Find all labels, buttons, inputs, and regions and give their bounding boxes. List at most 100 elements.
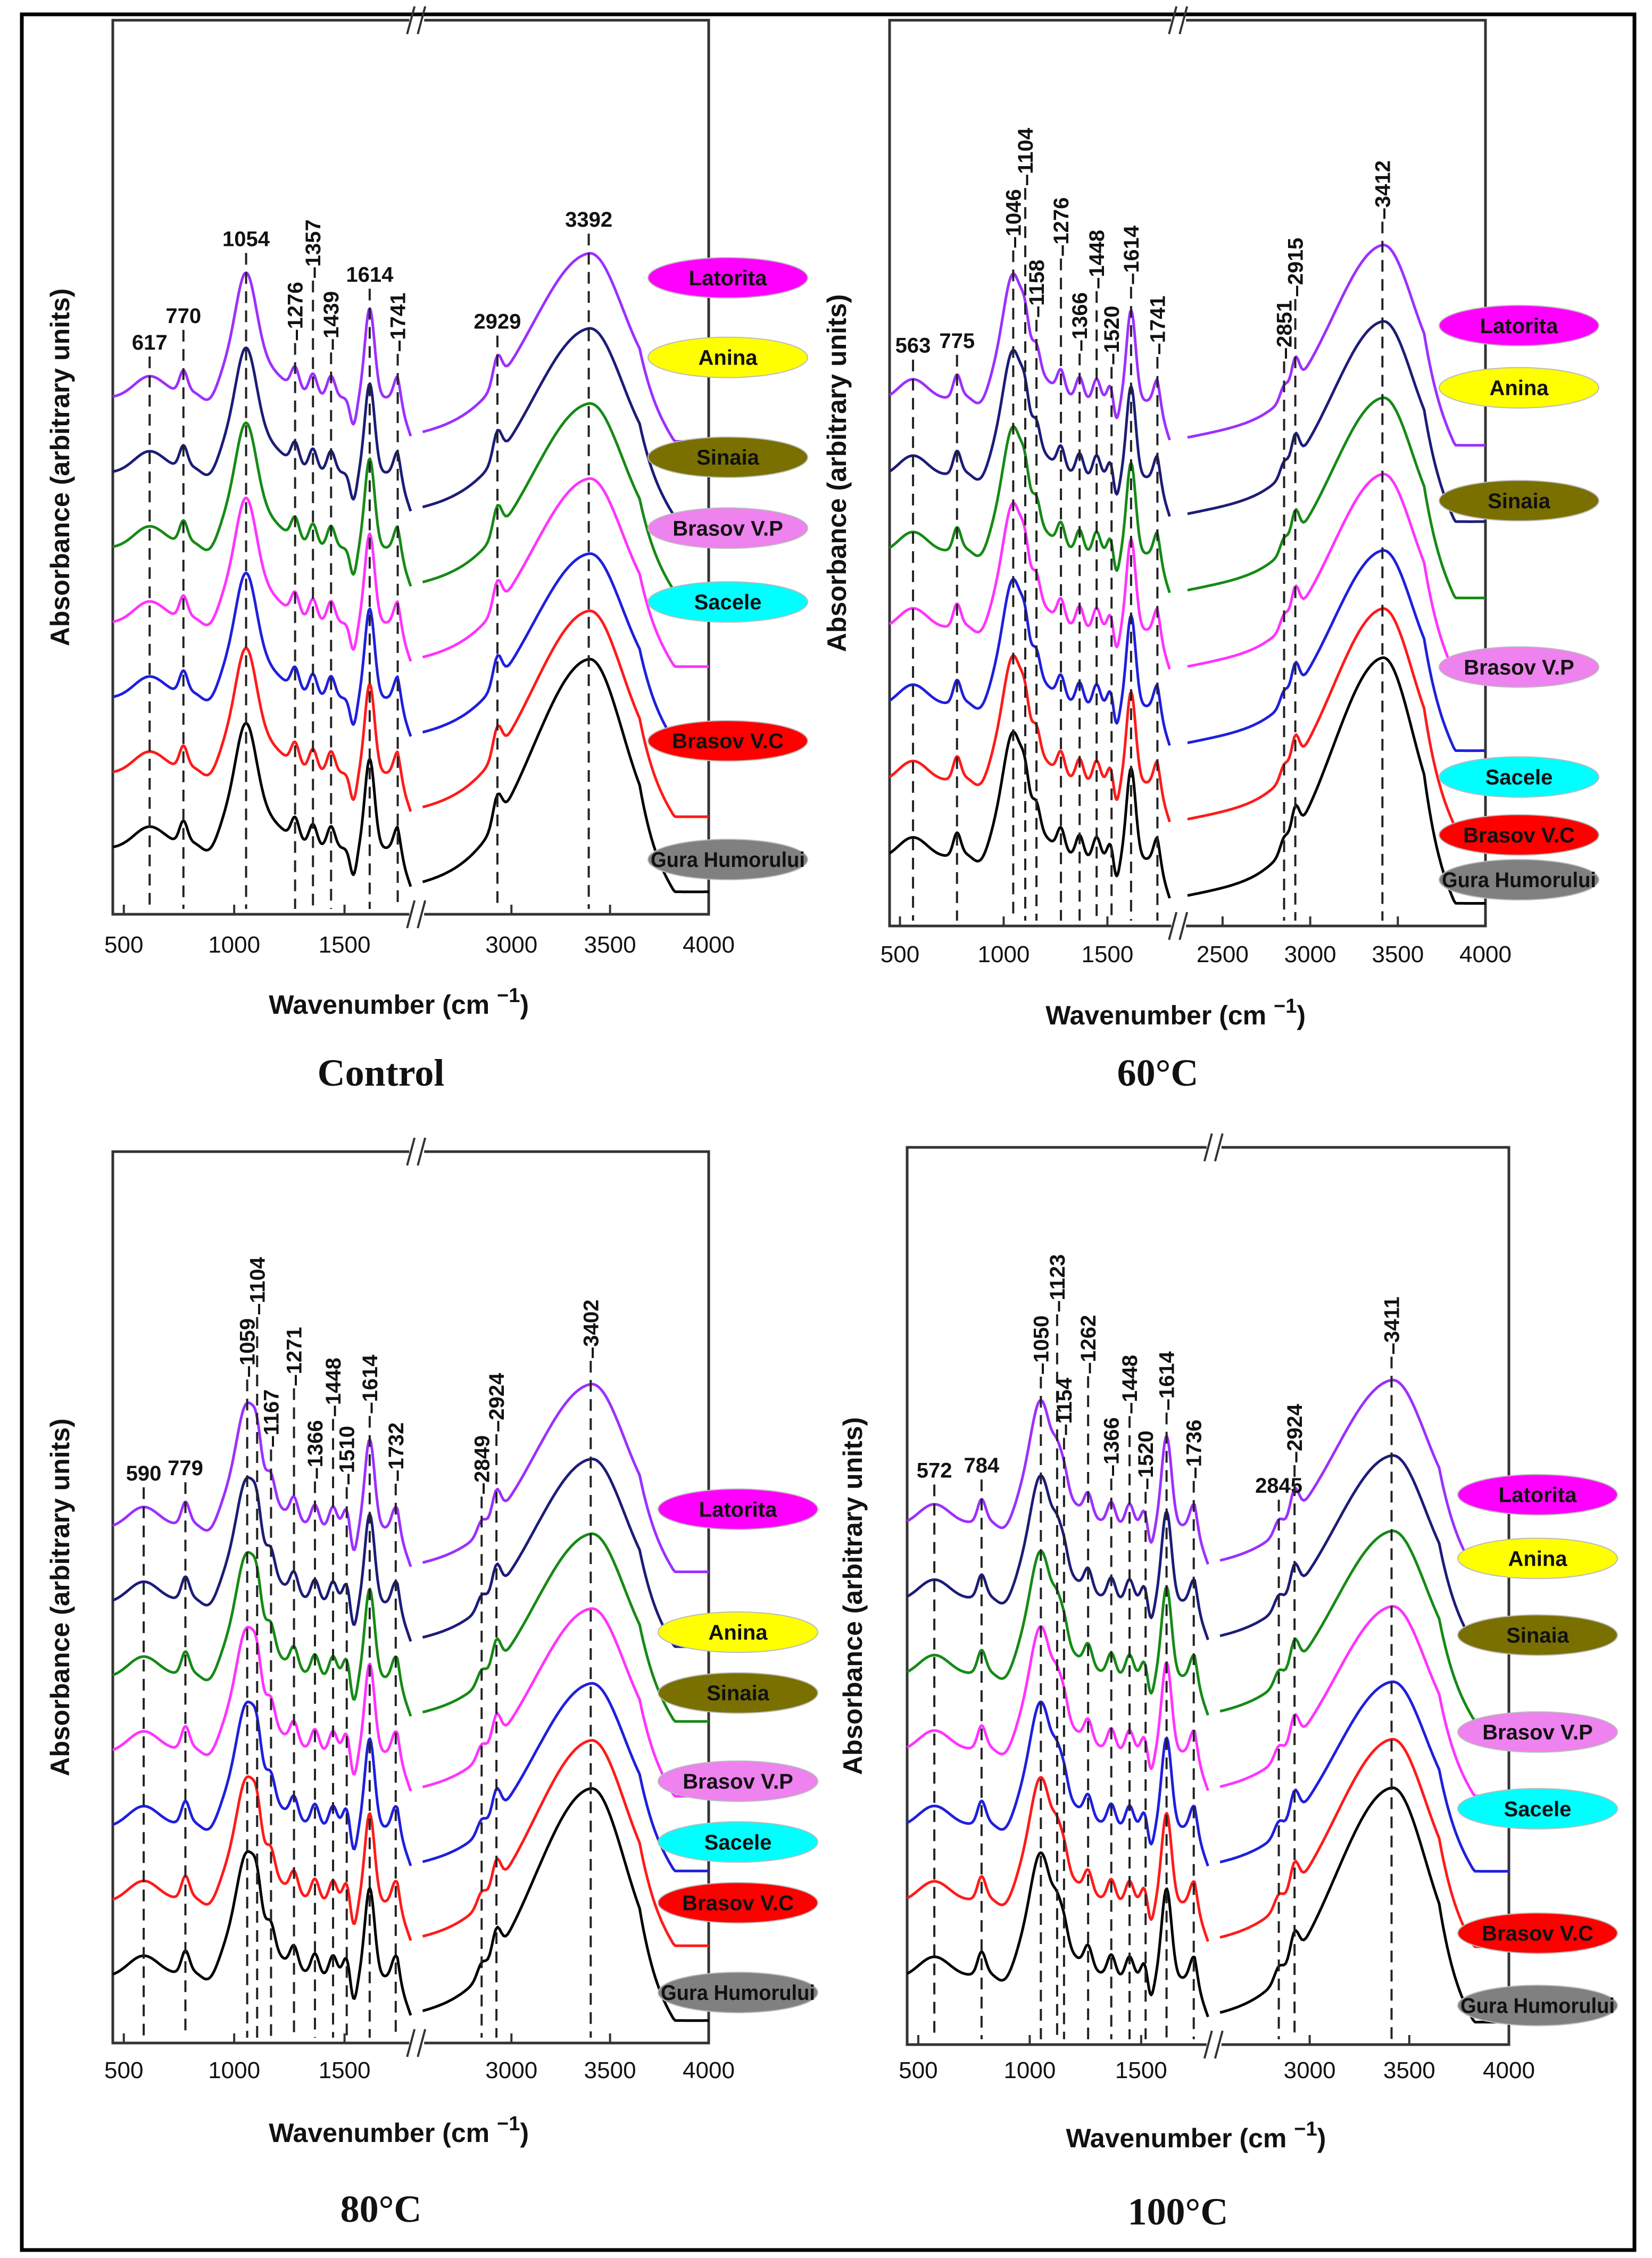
legend-label: Sinaia xyxy=(1488,490,1551,513)
legend-ellipse xyxy=(647,507,808,549)
legend-ellipse xyxy=(647,720,808,762)
legend-ellipse xyxy=(658,1972,818,2014)
series-line-latorita xyxy=(889,243,1485,447)
series-line-brasov-v-p xyxy=(112,1607,709,1798)
x-tick-label: 3000 xyxy=(1284,941,1336,967)
legend-label: Brasov V.C xyxy=(682,1891,794,1915)
x-axis-label-close: ) xyxy=(520,990,529,1020)
x-axis-label-close: ) xyxy=(520,2118,529,2148)
legend-label: Latorita xyxy=(1480,315,1558,338)
legend-label: Gura Humorului xyxy=(661,1981,815,2005)
panel-title: Control xyxy=(318,1052,445,1094)
x-axis-label-main: Wavenumber (cm xyxy=(1066,2123,1294,2153)
legend-label: Brasov V.P xyxy=(683,1770,793,1793)
panel-title: 60°C xyxy=(1117,1052,1199,1094)
y-axis-label: Absorbance (arbitrary units) xyxy=(822,294,852,652)
legend-ellipse xyxy=(1439,859,1599,901)
axis-break-mark xyxy=(1203,1133,1224,1162)
peak-label: 563 xyxy=(895,334,931,358)
peak-label: 590 xyxy=(126,1462,162,1485)
axis-break-mark xyxy=(406,6,427,35)
legend-label: Brasov V.P xyxy=(673,517,783,540)
x-axis-label: Wavenumber (cm −1) xyxy=(1066,2118,1326,2153)
legend-label: Gura Humorului xyxy=(651,848,805,872)
series-line-sinaia xyxy=(112,402,709,593)
figure-frame xyxy=(20,12,1637,2252)
x-tick-label: 1500 xyxy=(319,932,371,958)
x-tick-label: 3500 xyxy=(584,932,636,958)
series-line-sinaia xyxy=(112,1532,709,1723)
peak-label: –1046 xyxy=(1002,189,1025,248)
peak-label: –1366 xyxy=(1068,292,1092,351)
peak-label: –1271 xyxy=(283,1327,306,1386)
series-line-gura-humorului xyxy=(112,658,709,894)
legend-ellipse xyxy=(1457,1984,1618,2027)
series-line-brasov-v-p xyxy=(889,473,1486,676)
legend-label: Sinaia xyxy=(1506,1624,1570,1647)
peak-label: 2929 xyxy=(474,310,521,334)
x-tick-label: 1000 xyxy=(1003,2057,1056,2083)
y-axis-label: Absorbance (arbitrary units) xyxy=(45,1418,75,1776)
x-axis-label-sup: −1 xyxy=(497,985,520,1007)
series-line-gura-humorului xyxy=(112,1787,709,2022)
x-tick-label: 4000 xyxy=(683,2057,735,2083)
x-tick-label: 3000 xyxy=(485,932,537,958)
chart-panel-0: 500 1000 1500 3000 3500 4000 Latorita Anina Sina… xyxy=(45,6,808,1094)
y-axis-label: Absorbance (arbitrary units) xyxy=(838,1417,868,1775)
peak-label: –1366 xyxy=(304,1420,327,1479)
peak-label: –1439 xyxy=(320,291,343,350)
plot-frame xyxy=(111,1150,710,2045)
x-tick-label: 3000 xyxy=(485,2057,537,2083)
legend-label: Latorita xyxy=(1499,1484,1577,1507)
x-tick-label: 3500 xyxy=(584,2057,636,2083)
series-line-anina xyxy=(906,1454,1509,1647)
x-tick-label: 4000 xyxy=(1483,2057,1535,2083)
series-line-gura-humorului xyxy=(889,656,1485,905)
peak-label: –1357 xyxy=(302,219,325,278)
chart-panel-3: 500 1000 1500 3000 3500 4000 Latorita Anina Sina… xyxy=(838,1133,1618,2233)
legend-ellipse xyxy=(647,257,808,299)
plot-frame xyxy=(111,19,710,916)
peak-label: –1104 xyxy=(1014,127,1037,186)
x-axis-label-sup: −1 xyxy=(1294,2118,1317,2140)
legend-ellipse xyxy=(1439,367,1599,409)
peak-label: –1614 xyxy=(359,1354,382,1414)
series-line-brasov-v-c xyxy=(906,1738,1509,1948)
legend-ellipse xyxy=(647,436,808,478)
peak-label: –1448 xyxy=(322,1358,345,1417)
legend-label: Sacele xyxy=(1504,1798,1572,1821)
series-line-brasov-v-c xyxy=(889,607,1485,829)
legend-label: Brasov V.P xyxy=(1482,1721,1593,1744)
axis-break-mark xyxy=(1168,6,1189,35)
legend-label: Anina xyxy=(1508,1547,1567,1570)
legend-label: Gura Humorului xyxy=(1460,1995,1615,2018)
series-line-latorita xyxy=(112,252,709,443)
legend-label: Anina xyxy=(698,346,758,370)
legend-label: Sinaia xyxy=(696,446,760,469)
peak-label: –1104 xyxy=(246,1256,269,1315)
peak-label: 779 xyxy=(168,1457,203,1480)
legend-ellipse xyxy=(1457,1788,1618,1830)
panel-title: 100°C xyxy=(1128,2190,1228,2233)
peak-label: –1158 xyxy=(1025,260,1049,318)
x-tick-label: 4000 xyxy=(1459,941,1512,967)
series-line-anina xyxy=(112,327,709,518)
peak-label: –2849 xyxy=(470,1435,494,1494)
x-axis-label-close: ) xyxy=(1297,1000,1306,1030)
series-line-sacele xyxy=(906,1680,1509,1873)
legend-label: Gura Humorului xyxy=(1442,869,1596,892)
x-axis-label-main: Wavenumber (cm xyxy=(269,2118,497,2148)
legend-label: Sacele xyxy=(694,591,762,614)
legend-label: Brasov V.P xyxy=(1464,656,1574,679)
legend-label: Latorita xyxy=(689,267,767,290)
legend-ellipse xyxy=(1439,646,1599,688)
legend-ellipse xyxy=(658,1882,818,1924)
x-tick-label: 500 xyxy=(104,2057,143,2083)
x-axis-label-close: ) xyxy=(1317,2123,1326,2153)
axis-break-mark xyxy=(1168,912,1189,940)
legend-label: Brasov V.C xyxy=(1482,1922,1593,1946)
plot-frame xyxy=(888,19,1487,928)
y-axis-label: Absorbance (arbitrary units) xyxy=(45,288,75,646)
series-line-sacele xyxy=(112,552,709,743)
